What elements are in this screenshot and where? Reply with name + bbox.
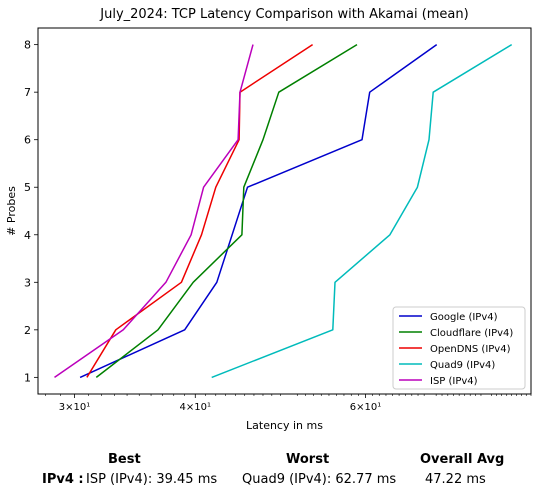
y-tick-label: 2: [24, 324, 31, 337]
y-tick-label: 6: [24, 134, 31, 147]
y-tick-label: 3: [24, 276, 31, 289]
y-axis-label: # Probes: [5, 186, 18, 236]
y-tick-label: 4: [24, 229, 31, 242]
x-tick-label: 6×10¹: [350, 402, 381, 413]
latency-chart: July_2024: TCP Latency Comparison with A…: [0, 0, 541, 448]
y-tick-label: 7: [24, 86, 31, 99]
legend-label: ISP (IPv4): [430, 376, 478, 387]
legend-label: OpenDNS (IPv4): [430, 344, 511, 355]
y-tick-label: 8: [24, 39, 31, 52]
overall-avg-header: Overall Avg: [420, 452, 504, 467]
x-tick-label: 3×10¹: [59, 402, 90, 413]
chart-title: July_2024: TCP Latency Comparison with A…: [99, 7, 468, 22]
legend-label: Quad9 (IPv4): [430, 360, 495, 371]
x-axis-ticks: 3×10¹ 4×10¹ 6×10¹: [46, 394, 531, 413]
best-header: Best: [108, 452, 141, 467]
legend-label: Google (IPv4): [430, 312, 498, 323]
y-tick-label: 5: [24, 181, 31, 194]
ipv4-row-label: IPv4 :: [42, 472, 84, 487]
x-axis-label: Latency in ms: [246, 419, 323, 432]
best-value: ISP (IPv4): 39.45 ms: [86, 472, 217, 487]
y-tick-label: 1: [24, 371, 31, 384]
overall-avg-value: 47.22 ms: [425, 472, 486, 487]
worst-value: Quad9 (IPv4): 62.77 ms: [242, 472, 396, 487]
y-axis-ticks: 1 2 3 4 5 6 7 8: [24, 39, 38, 385]
series-line-1: [80, 45, 437, 378]
series-line-2: [96, 45, 357, 378]
legend-label: Cloudflare (IPv4): [430, 328, 513, 339]
x-tick-label: 4×10¹: [180, 402, 211, 413]
series-line-5: [55, 45, 254, 378]
legend: Google (IPv4) Cloudflare (IPv4) OpenDNS (I…: [393, 307, 525, 389]
summary-table: Best Worst Overall Avg IPv4 : ISP (IPv4)…: [0, 448, 541, 494]
worst-header: Worst: [286, 452, 329, 467]
